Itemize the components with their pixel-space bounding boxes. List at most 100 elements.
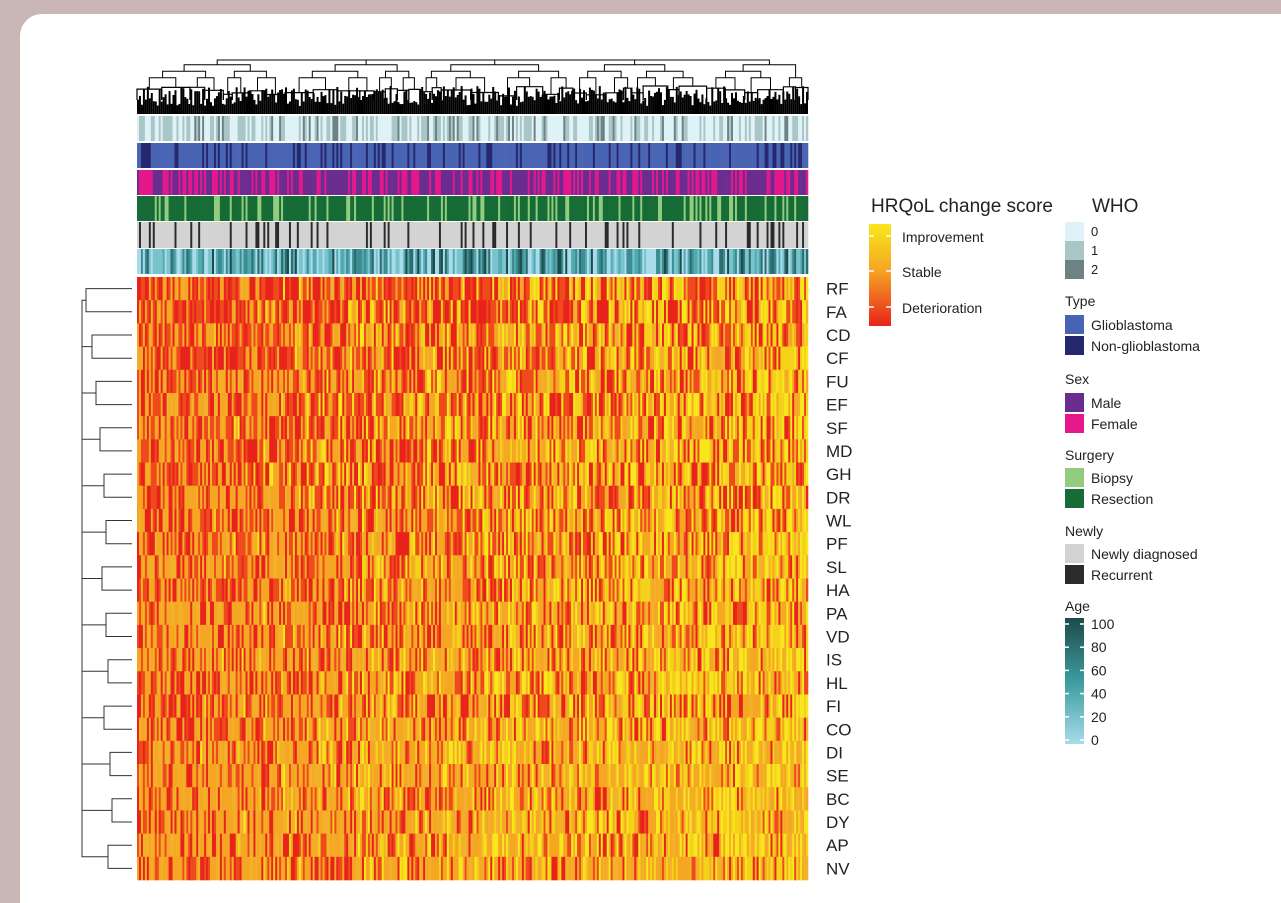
- heatmap-cell: [391, 346, 394, 371]
- annotation-cell: [184, 222, 187, 248]
- heatmap-cell: [358, 346, 361, 371]
- annotation-cell: [685, 222, 688, 248]
- annotation-cell: [583, 116, 586, 141]
- annotation-cell: [243, 116, 246, 141]
- heatmap-cell: [602, 323, 606, 347]
- heatmap-cell: [521, 346, 525, 371]
- heatmap-cell: [746, 369, 750, 394]
- heatmap-cell: [166, 369, 169, 394]
- heatmap-cell: [620, 323, 623, 347]
- annotation-cell: [496, 196, 499, 221]
- heatmap-cell: [322, 439, 325, 463]
- heatmap-cell: [257, 300, 260, 324]
- annotation-cell: [604, 222, 607, 248]
- annotation-cell: [411, 196, 414, 221]
- heatmap-cell: [622, 277, 625, 301]
- heatmap-cell: [285, 277, 288, 301]
- heatmap-cell: [180, 323, 183, 347]
- heatmap-cell: [342, 277, 345, 301]
- heatmap-cell: [650, 300, 653, 324]
- heatmap-cell: [764, 346, 767, 371]
- heatmap-cell: [502, 346, 505, 371]
- annotation-cell: [573, 222, 576, 248]
- heatmap-cell: [308, 277, 311, 301]
- heatmap-cell: [429, 369, 432, 394]
- heatmap-cell: [705, 277, 708, 301]
- annotation-cell: [444, 116, 448, 141]
- heatmap-cell: [733, 369, 736, 394]
- annotation-cell: [148, 170, 152, 195]
- heatmap-cell: [235, 323, 238, 347]
- heatmap-cell: [227, 346, 231, 371]
- annotation-cell: [695, 143, 698, 168]
- annotation-cell: [336, 249, 339, 274]
- heatmap-cell: [354, 369, 357, 394]
- annotation-cell: [383, 143, 386, 168]
- heatmap-cell: [419, 346, 422, 371]
- heatmap-cell: [379, 416, 383, 440]
- heatmap-cell: [573, 277, 576, 301]
- heatmap-cell: [565, 416, 568, 440]
- annotation-cell: [304, 116, 308, 141]
- heatmap-cell: [275, 277, 278, 301]
- heatmap-cell: [736, 369, 740, 394]
- heatmap-cell: [389, 346, 392, 371]
- heatmap-cell: [421, 323, 424, 347]
- heatmap-cell: [717, 392, 720, 417]
- annotation-cell: [717, 249, 720, 274]
- annotation-cell: [383, 170, 386, 195]
- heatmap-cell: [217, 277, 221, 301]
- heatmap-cell: [529, 416, 532, 440]
- annotation-cell: [409, 116, 412, 141]
- heatmap-cell: [525, 300, 529, 324]
- heatmap-cell: [652, 416, 655, 440]
- heatmap-cell: [425, 416, 428, 440]
- annotation-cell: [525, 170, 529, 195]
- annotation-cell: [760, 196, 763, 221]
- heatmap-cell: [539, 369, 542, 394]
- annotation-cell: [575, 143, 578, 168]
- heatmap-cell: [294, 416, 298, 440]
- heatmap-cell: [523, 277, 527, 301]
- heatmap-cell: [746, 346, 750, 371]
- heatmap-cell: [436, 416, 440, 440]
- heatmap-cell: [409, 392, 412, 417]
- annotation-cell: [373, 143, 377, 168]
- heatmap-cell: [251, 416, 254, 440]
- annotation-cell: [186, 249, 189, 274]
- annotation-cell: [468, 249, 471, 274]
- heatmap-cell: [208, 346, 211, 371]
- annotation-cell: [320, 222, 323, 248]
- annotation-cell: [373, 170, 377, 195]
- heatmap-cell: [494, 346, 497, 371]
- annotation-cell: [286, 170, 290, 195]
- heatmap-cell: [407, 439, 410, 463]
- heatmap-cell: [754, 369, 757, 394]
- annotation-cell: [411, 222, 414, 248]
- annotation-cell: [365, 143, 369, 168]
- heatmap-cell: [229, 277, 233, 301]
- heatmap-cell: [521, 416, 525, 440]
- heatmap-cell: [253, 346, 256, 371]
- heatmap-cell: [273, 439, 276, 463]
- annotation-cell: [626, 143, 629, 168]
- heatmap-cell: [316, 323, 319, 347]
- heatmap-cell: [492, 323, 495, 347]
- heatmap-cell: [446, 323, 450, 347]
- annotation-cell: [762, 196, 765, 221]
- heatmap-cell: [782, 323, 785, 347]
- heatmap-cell: [543, 369, 546, 394]
- column-dendrogram-branch: [494, 59, 636, 65]
- annotation-cell: [188, 170, 191, 195]
- annotation-cell: [231, 196, 234, 221]
- heatmap-cell: [393, 323, 396, 347]
- heatmap-cell: [342, 392, 345, 417]
- annotation-cell: [675, 116, 679, 141]
- annotation-cell: [440, 196, 444, 221]
- heatmap-cell: [504, 300, 507, 324]
- heatmap-cell: [156, 439, 160, 463]
- heatmap-cell: [263, 369, 266, 394]
- annotation-cell: [762, 170, 765, 195]
- heatmap-cell: [435, 392, 438, 417]
- heatmap-cell: [290, 346, 294, 371]
